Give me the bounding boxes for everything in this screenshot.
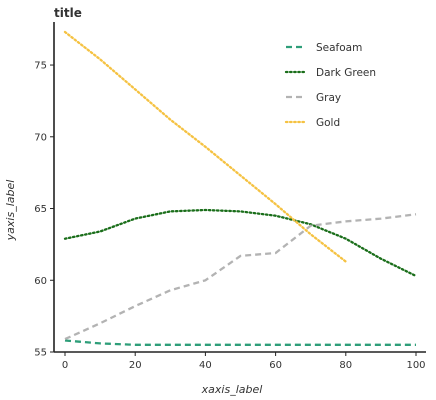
x-tick-label: 60 [269,360,282,371]
series-line-gray [64,213,417,341]
series-line-dark-green [63,208,418,278]
legend-label: Dark Green [316,67,376,79]
x-tick-label: 80 [339,360,352,371]
series-line-seafoam [64,339,416,346]
y-ticks: 55 60 65 70 75 [34,61,54,359]
chart-title: title [54,6,82,20]
y-tick-label: 65 [34,204,47,215]
x-tick-label: 20 [129,360,142,371]
x-tick-label: 100 [406,360,425,371]
series-lines [63,30,418,346]
y-tick-label: 70 [34,132,47,143]
y-tick-label: 60 [34,276,47,287]
legend-label: Gray [316,92,341,104]
y-axis-title: yaxis_label [4,180,17,242]
x-tick-label: 0 [62,360,68,371]
x-ticks: 0 20 40 60 80 100 [62,352,426,371]
legend: Seafoam Dark Green Gray Gold [284,42,376,129]
series-line-gold [63,30,347,263]
legend-label: Seafoam [316,42,362,54]
legend-label: Gold [316,117,340,129]
y-tick-label: 55 [34,348,47,359]
x-axis-title: xaxis_label [201,383,263,396]
x-tick-label: 40 [199,360,212,371]
y-tick-label: 75 [34,61,47,72]
